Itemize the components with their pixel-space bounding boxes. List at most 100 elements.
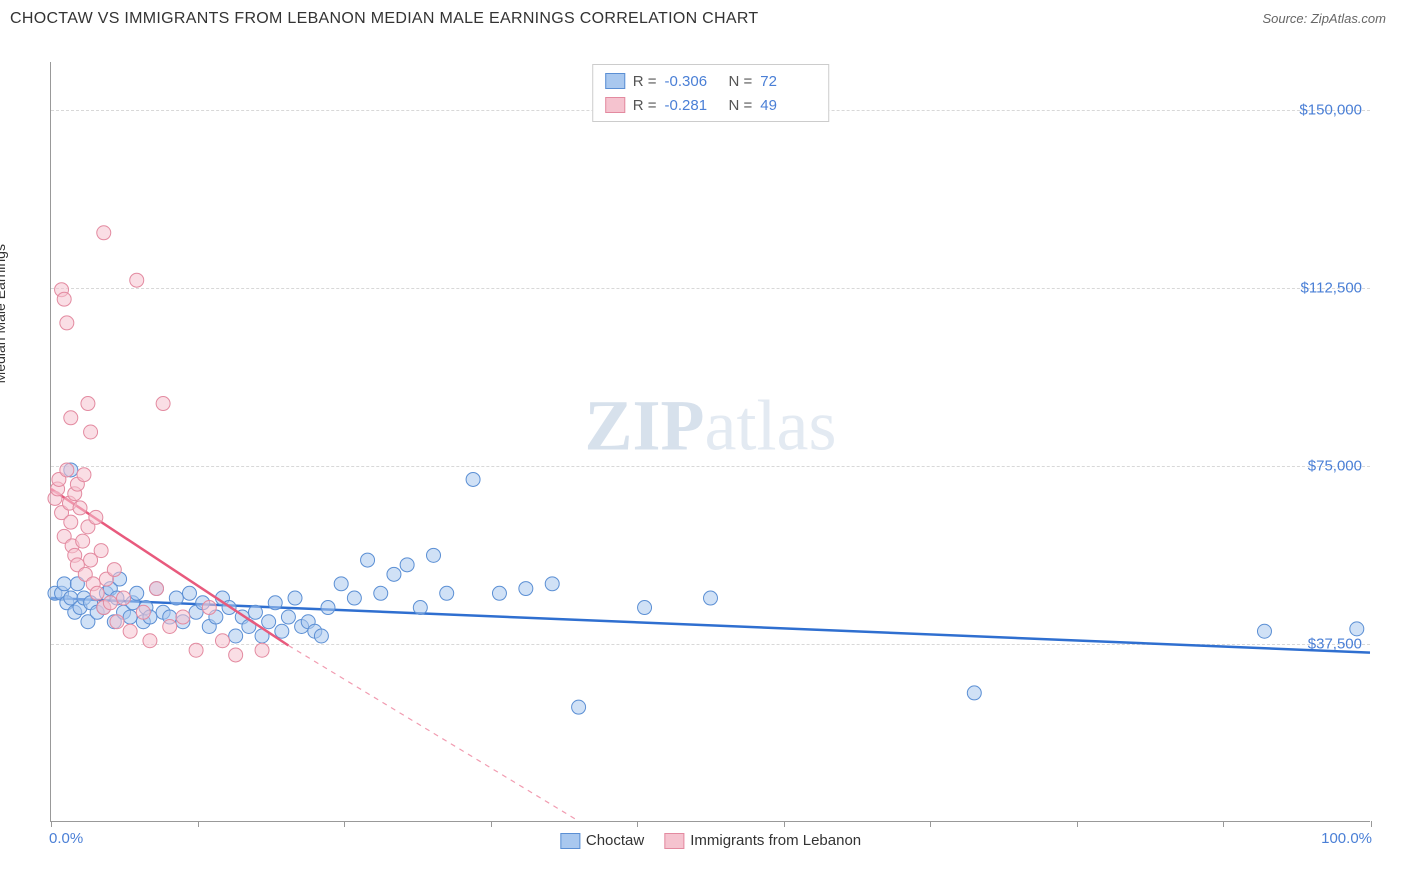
swatch (560, 833, 580, 849)
data-point (107, 563, 121, 577)
x-tick (784, 821, 785, 827)
r-label: R = (633, 97, 657, 114)
chart-container: Median Male Earnings ZIPatlas $37,500$75… (10, 40, 1396, 850)
x-tick (637, 821, 638, 827)
data-point (110, 615, 124, 629)
data-point (76, 534, 90, 548)
swatch (664, 833, 684, 849)
data-point (94, 544, 108, 558)
data-point (123, 610, 137, 624)
n-label: N = (729, 73, 753, 90)
series-legend: Choctaw Immigrants from Lebanon (560, 832, 861, 849)
plot-area: ZIPatlas $37,500$75,000$112,500$150,000 … (50, 62, 1370, 822)
r-value: -0.306 (665, 73, 721, 90)
data-point (704, 591, 718, 605)
data-point (288, 591, 302, 605)
n-value: 49 (760, 97, 816, 114)
data-point (60, 463, 74, 477)
stats-legend: R = -0.306 N = 72 R = -0.281 N = 49 (592, 64, 830, 122)
trend-line-ext (288, 645, 578, 821)
data-point (229, 629, 243, 643)
x-tick (930, 821, 931, 827)
data-point (638, 601, 652, 615)
stats-row: R = -0.306 N = 72 (605, 69, 817, 93)
data-point (150, 582, 164, 596)
data-point (123, 624, 137, 638)
data-point (60, 316, 74, 330)
data-point (400, 558, 414, 572)
chart-title: CHOCTAW VS IMMIGRANTS FROM LEBANON MEDIA… (10, 10, 759, 28)
data-point (117, 591, 131, 605)
legend-label: Choctaw (586, 832, 644, 849)
data-point (1257, 624, 1271, 638)
data-point (413, 601, 427, 615)
data-point (89, 510, 103, 524)
data-point (215, 634, 229, 648)
data-point (183, 586, 197, 600)
data-point (519, 582, 533, 596)
data-point (374, 586, 388, 600)
data-point (73, 501, 87, 515)
data-point (90, 586, 104, 600)
data-point (77, 468, 91, 482)
data-point (321, 601, 335, 615)
data-point (202, 601, 216, 615)
x-axis-max-label: 100.0% (1321, 830, 1372, 847)
x-tick (1223, 821, 1224, 827)
n-label: N = (729, 97, 753, 114)
data-point (64, 515, 78, 529)
data-point (64, 411, 78, 425)
r-label: R = (633, 73, 657, 90)
data-point (156, 397, 170, 411)
data-point (97, 226, 111, 240)
r-value: -0.281 (665, 97, 721, 114)
data-point (130, 586, 144, 600)
data-point (545, 577, 559, 591)
stats-row: R = -0.281 N = 49 (605, 93, 817, 117)
data-point (229, 648, 243, 662)
data-point (163, 620, 177, 634)
data-point (248, 605, 262, 619)
data-point (136, 605, 150, 619)
data-point (967, 686, 981, 700)
data-point (427, 548, 441, 562)
source-label: Source: ZipAtlas.com (1262, 11, 1386, 26)
data-point (361, 553, 375, 567)
x-tick (51, 821, 52, 827)
data-point (334, 577, 348, 591)
data-point (281, 610, 295, 624)
data-point (189, 643, 203, 657)
data-point (84, 425, 98, 439)
source-prefix: Source: (1262, 11, 1310, 26)
x-tick (491, 821, 492, 827)
n-value: 72 (760, 73, 816, 90)
data-point (262, 615, 276, 629)
legend-label: Immigrants from Lebanon (690, 832, 861, 849)
data-point (440, 586, 454, 600)
data-point (103, 596, 117, 610)
data-point (387, 567, 401, 581)
data-point (492, 586, 506, 600)
x-tick (344, 821, 345, 827)
data-point (57, 292, 71, 306)
legend-item: Immigrants from Lebanon (664, 832, 861, 849)
data-point (466, 472, 480, 486)
data-point (176, 610, 190, 624)
data-point (130, 273, 144, 287)
data-point (57, 577, 71, 591)
y-axis-label: Median Male Earnings (0, 244, 8, 383)
data-point (255, 643, 269, 657)
data-point (81, 397, 95, 411)
swatch (605, 73, 625, 89)
swatch (605, 97, 625, 113)
x-tick (198, 821, 199, 827)
data-point (347, 591, 361, 605)
legend-item: Choctaw (560, 832, 644, 849)
data-point (268, 596, 282, 610)
x-tick (1371, 821, 1372, 827)
data-point (143, 634, 157, 648)
x-tick (1077, 821, 1078, 827)
source-name: ZipAtlas.com (1311, 11, 1386, 26)
data-point (314, 629, 328, 643)
plot-svg (51, 62, 1370, 821)
